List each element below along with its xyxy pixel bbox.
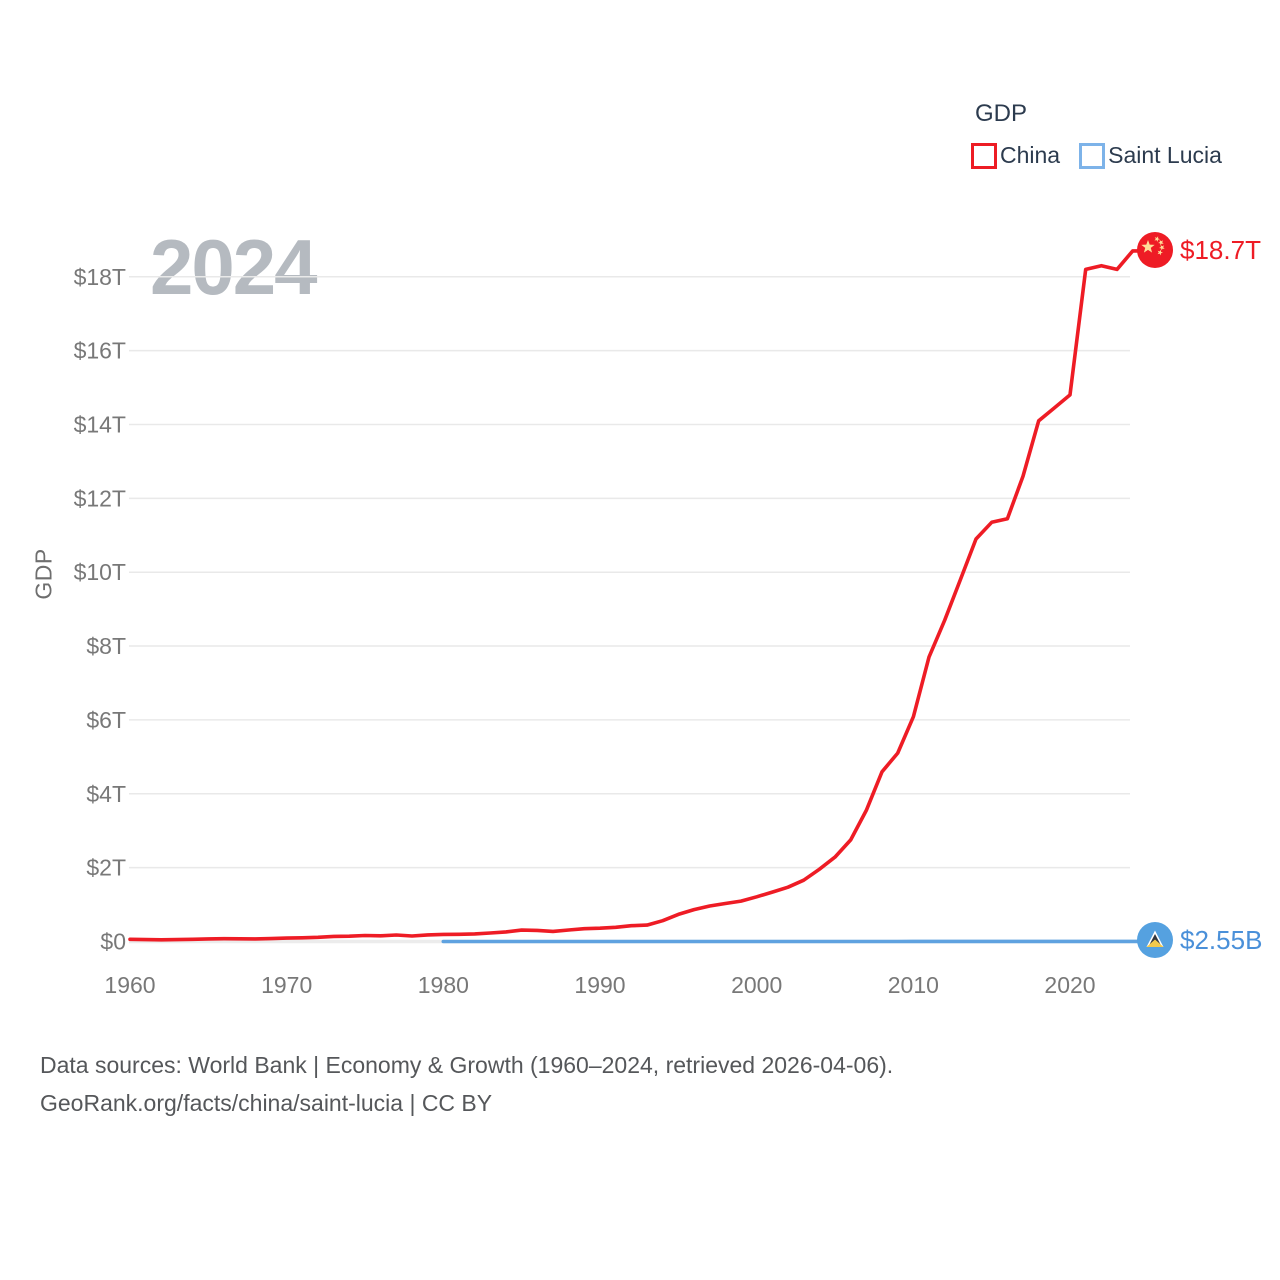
x-tick-label: 2000 bbox=[731, 972, 782, 998]
legend: GDP China Saint Lucia bbox=[971, 100, 1222, 169]
x-tick-label: 1980 bbox=[418, 972, 469, 998]
china-end-label[interactable]: $18.7T bbox=[1137, 232, 1261, 268]
y-tick-label: $8T bbox=[86, 633, 126, 659]
y-tick-label: $12T bbox=[74, 485, 126, 511]
x-tick-label: 1990 bbox=[574, 972, 625, 998]
legend-item-label-china: China bbox=[1000, 142, 1061, 168]
legend-item-china[interactable]: China bbox=[971, 142, 1060, 169]
china-line[interactable] bbox=[128, 249, 1142, 942]
legend-item-saint-lucia[interactable]: Saint Lucia bbox=[1079, 142, 1222, 169]
y-tick-label: $16T bbox=[74, 338, 126, 364]
y-tick-label: $2T bbox=[86, 855, 126, 881]
y-tick-label: $0 bbox=[100, 929, 126, 955]
saint-lucia-end-value: $2.55B bbox=[1180, 924, 1263, 955]
x-tick-label: 1960 bbox=[104, 972, 155, 998]
data-sources-line: Data sources: World Bank | Economy & Gro… bbox=[40, 1052, 894, 1078]
citation-line: GeoRank.org/facts/china/saint-lucia | CC… bbox=[40, 1090, 493, 1116]
saint-lucia-flag-icon bbox=[1137, 922, 1173, 958]
x-tick-label: 2010 bbox=[888, 972, 939, 998]
y-tick-label: $10T bbox=[74, 559, 126, 585]
y-tick-label: $6T bbox=[86, 707, 126, 733]
saint-lucia-end-label[interactable]: $2.55B bbox=[1137, 922, 1262, 958]
y-tick-label: $18T bbox=[74, 264, 126, 290]
y-tick-label: $4T bbox=[86, 781, 126, 807]
legend-item-label-saint-lucia: Saint Lucia bbox=[1108, 142, 1222, 168]
y-tick-label: $14T bbox=[74, 411, 126, 437]
x-tick-label: 1970 bbox=[261, 972, 312, 998]
x-tick-label: 2020 bbox=[1044, 972, 1095, 998]
china-end-value: $18.7T bbox=[1180, 234, 1261, 265]
china-flag-icon bbox=[1137, 232, 1173, 268]
legend-items: China Saint Lucia bbox=[971, 142, 1222, 169]
saint-lucia-swatch-icon bbox=[1079, 142, 1106, 169]
year-watermark: 2024 bbox=[150, 223, 318, 311]
china-swatch-icon bbox=[971, 142, 997, 169]
y-axis-title: GDP bbox=[30, 548, 57, 600]
legend-title: GDP bbox=[975, 100, 1028, 127]
attribution: Data sources: World Bank | Economy & Gro… bbox=[40, 1046, 893, 1122]
